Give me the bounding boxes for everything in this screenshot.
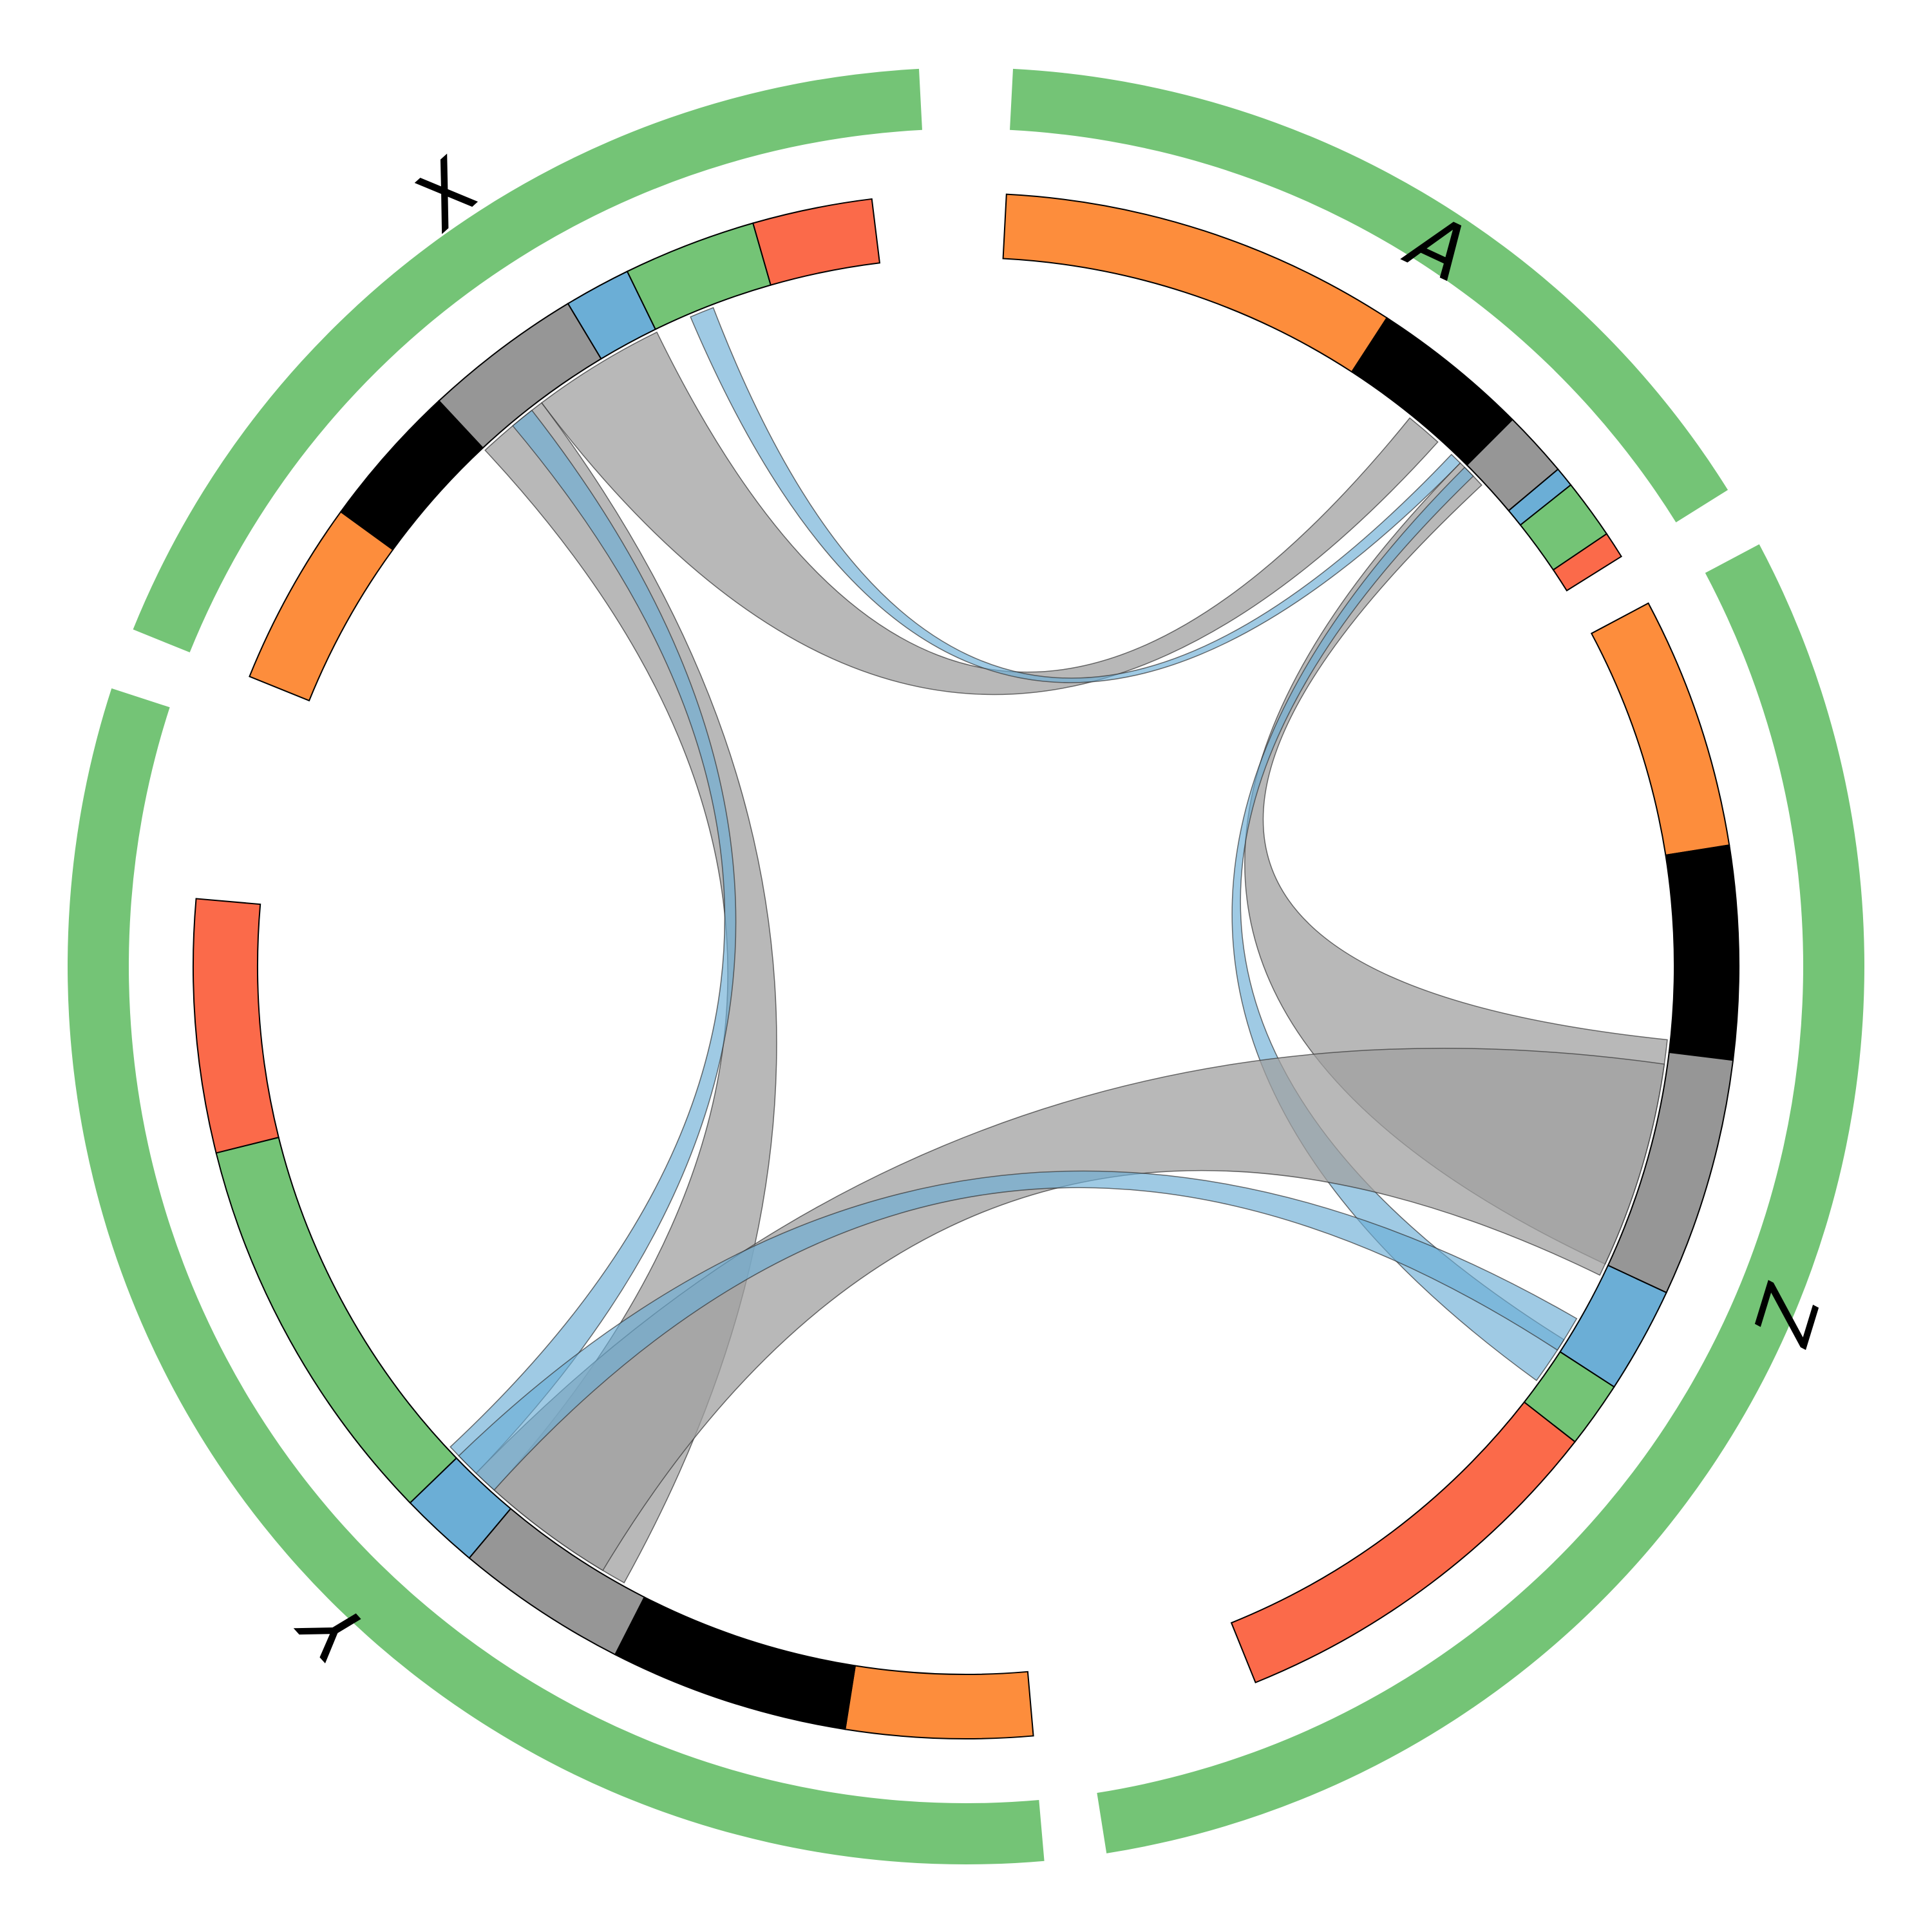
segment-x-orange bbox=[249, 511, 394, 702]
link-ribbon bbox=[690, 307, 1461, 683]
link-end-arc bbox=[1464, 464, 1477, 476]
link-end-arc bbox=[538, 328, 657, 402]
segment-y-orange bbox=[844, 1665, 1034, 1739]
link-end-arc bbox=[1600, 1064, 1669, 1278]
link-end-arc bbox=[482, 399, 542, 450]
segment-y-black bbox=[614, 1596, 857, 1730]
link-ribbon bbox=[540, 331, 1439, 696]
link-ribbon bbox=[458, 1170, 1578, 1491]
inner-ring-layer bbox=[193, 193, 1739, 1739]
link-end-arc bbox=[509, 406, 532, 426]
segment-z-orange bbox=[1590, 602, 1730, 857]
segment-x-red bbox=[752, 198, 881, 286]
outer-ring-y bbox=[67, 688, 1045, 1865]
link-end-arc bbox=[1410, 414, 1441, 442]
outer-ring-z bbox=[1097, 544, 1864, 1853]
links-layer bbox=[447, 303, 1672, 1587]
segment-a-orange bbox=[1002, 193, 1388, 373]
segment-z-black bbox=[1665, 844, 1739, 1061]
segment-z-red bbox=[1230, 1401, 1577, 1683]
link-end-arc bbox=[688, 303, 714, 317]
segment-y-red bbox=[193, 898, 279, 1154]
outer-ring-a bbox=[1010, 68, 1728, 523]
segment-a-red bbox=[1552, 533, 1623, 592]
outer-ring-x bbox=[133, 68, 922, 653]
outer-ring-layer bbox=[67, 68, 1864, 1865]
